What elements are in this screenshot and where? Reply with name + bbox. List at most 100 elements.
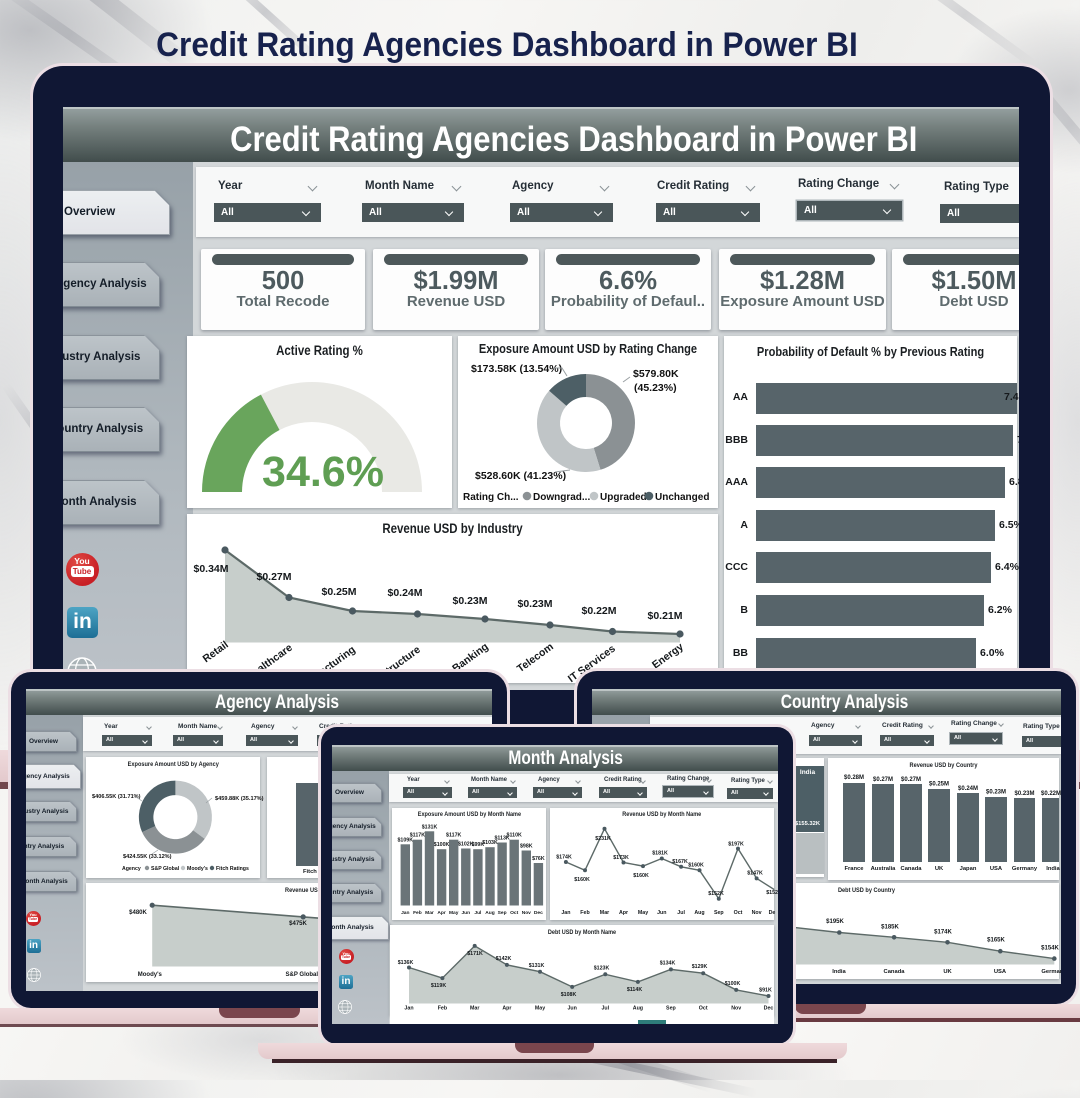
svg-text:$0.23M: $0.23M: [517, 598, 552, 610]
svg-text:$174K: $174K: [934, 930, 952, 936]
svg-text:$147K: $147K: [747, 870, 763, 876]
svg-text:Aug: Aug: [485, 909, 494, 915]
svg-text:$131K: $131K: [421, 824, 437, 830]
svg-text:$0.27M: $0.27M: [256, 571, 291, 583]
svg-text:Oct: Oct: [510, 909, 519, 915]
svg-text:$136K: $136K: [397, 960, 413, 966]
svg-text:Aug: Aug: [632, 1005, 642, 1011]
svg-text:$102K: $102K: [458, 841, 474, 847]
svg-text:$110K: $110K: [506, 832, 521, 838]
svg-text:$0.24M: $0.24M: [958, 786, 978, 792]
svg-text:$0.23M: $0.23M: [1014, 791, 1034, 797]
svg-text:$117K: $117K: [446, 832, 461, 838]
svg-text:De: De: [769, 910, 776, 916]
svg-text:$103K: $103K: [482, 840, 498, 846]
svg-text:Rating Ch...: Rating Ch...: [463, 492, 519, 503]
svg-text:$0.28M: $0.28M: [844, 775, 864, 781]
svg-text:$98K: $98K: [520, 843, 533, 849]
svg-text:Germany: Germany: [1041, 969, 1061, 975]
svg-text:$160K: $160K: [633, 873, 649, 879]
svg-text:$0.21M: $0.21M: [647, 610, 682, 622]
svg-text:$160K: $160K: [688, 862, 704, 868]
svg-text:Jul: Jul: [474, 909, 482, 915]
svg-text:$117K: $117K: [409, 832, 424, 838]
svg-text:Jun: Jun: [657, 910, 666, 916]
svg-text:$0.27M: $0.27M: [873, 777, 893, 783]
svg-text:$0.27M: $0.27M: [901, 777, 921, 783]
svg-text:May: May: [638, 910, 648, 916]
svg-text:Aug: Aug: [694, 910, 704, 916]
svg-text:$91K: $91K: [759, 987, 772, 993]
svg-text:34.6%: 34.6%: [262, 448, 384, 496]
svg-text:$113K: $113K: [494, 835, 509, 841]
svg-text:$142K: $142K: [495, 956, 511, 962]
svg-text:$579.80K: $579.80K: [633, 368, 679, 380]
svg-text:$114K: $114K: [626, 987, 641, 993]
svg-text:$173.58K (13.54%): $173.58K (13.54%): [471, 363, 562, 375]
svg-text:Feb: Feb: [580, 910, 590, 916]
svg-text:UK: UK: [935, 866, 944, 872]
svg-text:Canada: Canada: [884, 969, 906, 975]
svg-text:$0.23M: $0.23M: [452, 595, 487, 607]
svg-text:Nov: Nov: [731, 1005, 741, 1011]
svg-text:Unchanged: Unchanged: [655, 492, 709, 503]
svg-text:S&P Global: S&P Global: [151, 866, 180, 872]
svg-text:$165K: $165K: [987, 938, 1005, 944]
svg-text:$131K: $131K: [528, 963, 544, 969]
svg-text:Germany: Germany: [1012, 866, 1038, 872]
svg-text:Sep: Sep: [497, 909, 506, 915]
svg-text:$197K: $197K: [728, 841, 744, 847]
svg-text:$152K: $152K: [766, 890, 778, 896]
svg-text:$108K: $108K: [560, 992, 576, 998]
svg-text:$171K: $171K: [467, 951, 483, 957]
svg-text:Jan: Jan: [404, 1005, 413, 1011]
svg-text:$134K: $134K: [659, 960, 675, 966]
svg-text:$119K: $119K: [430, 983, 445, 989]
svg-text:$154K: $154K: [1041, 946, 1059, 952]
svg-text:Sep: Sep: [714, 910, 724, 916]
svg-text:France: France: [844, 866, 864, 872]
svg-text:$173K: $173K: [613, 855, 629, 861]
svg-text:Energy: Energy: [650, 641, 686, 672]
svg-text:Jul: Jul: [601, 1005, 609, 1011]
svg-text:Canada: Canada: [901, 866, 923, 872]
svg-text:Downgrad...: Downgrad...: [533, 492, 590, 503]
svg-text:$100K: $100K: [433, 842, 449, 848]
svg-text:$100K: $100K: [724, 981, 740, 987]
svg-text:UK: UK: [943, 969, 952, 975]
svg-text:Apr: Apr: [437, 909, 445, 915]
svg-text:Agency: Agency: [122, 866, 141, 872]
svg-text:(45.23%): (45.23%): [634, 382, 677, 394]
svg-text:$459.88K (35.17%): $459.88K (35.17%): [215, 796, 264, 802]
svg-text:Australia: Australia: [871, 866, 897, 872]
svg-text:Dec: Dec: [534, 909, 543, 915]
svg-text:May: May: [449, 909, 459, 915]
svg-text:$0.34M: $0.34M: [193, 563, 228, 575]
svg-text:$0.24M: $0.24M: [387, 587, 422, 599]
svg-text:$475K: $475K: [289, 921, 307, 927]
svg-text:Mar: Mar: [600, 910, 609, 916]
svg-text:Mar: Mar: [425, 909, 434, 915]
svg-text:Japan: Japan: [960, 866, 977, 872]
svg-text:Nov: Nov: [521, 909, 530, 915]
svg-text:$406.55K (31.71%): $406.55K (31.71%): [92, 794, 141, 800]
svg-text:$0.22M: $0.22M: [1041, 791, 1061, 797]
svg-text:Retail: Retail: [201, 639, 231, 666]
svg-text:$528.60K (41.23%): $528.60K (41.23%): [475, 470, 566, 482]
svg-text:$181K: $181K: [652, 850, 668, 856]
svg-text:$0.25M: $0.25M: [929, 782, 949, 788]
svg-text:$424.55K (33.12%): $424.55K (33.12%): [123, 854, 172, 860]
svg-text:Mar: Mar: [469, 1005, 478, 1011]
svg-text:$76K: $76K: [532, 856, 545, 862]
svg-text:Apr: Apr: [619, 910, 628, 916]
svg-text:Oct: Oct: [734, 910, 743, 916]
svg-text:$167K: $167K: [672, 859, 688, 865]
svg-text:Moody's: Moody's: [187, 866, 208, 872]
svg-text:Dec: Dec: [763, 1005, 773, 1011]
svg-text:Apr: Apr: [502, 1005, 511, 1011]
svg-text:Oct: Oct: [698, 1005, 707, 1011]
svg-text:USA: USA: [994, 969, 1007, 975]
svg-text:$195K: $195K: [826, 919, 844, 925]
svg-text:S&P Global: S&P Global: [285, 972, 318, 978]
svg-text:$0.22M: $0.22M: [581, 605, 616, 617]
